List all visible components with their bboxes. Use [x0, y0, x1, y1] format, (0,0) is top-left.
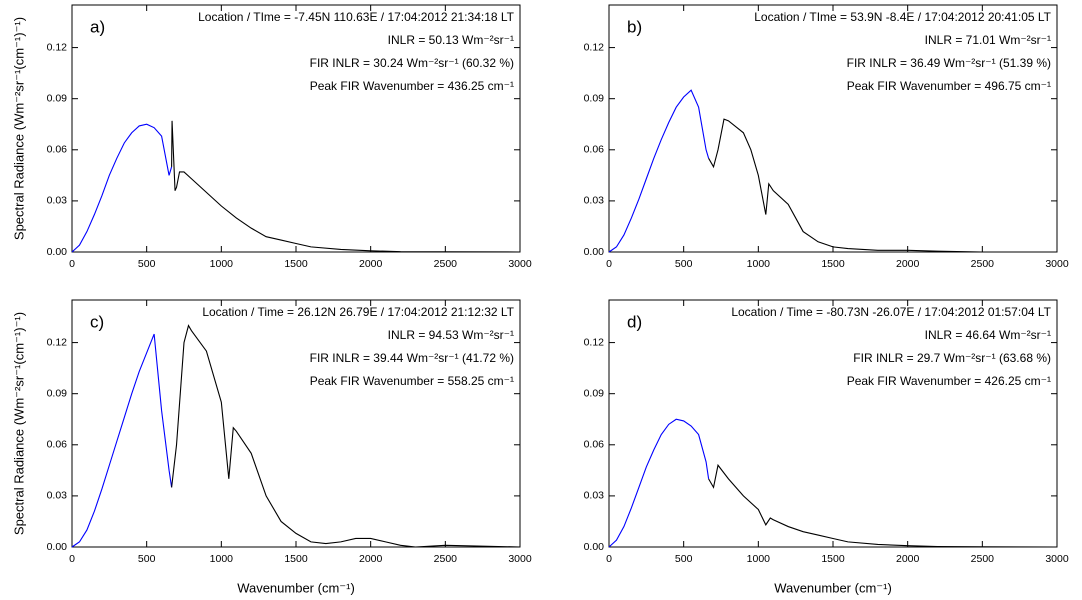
- spectrum-line: [171, 120, 521, 253]
- x-tick-label: 1000: [747, 258, 771, 270]
- y-tick-label: 0.09: [47, 387, 68, 399]
- spectrum-line: [171, 324, 521, 548]
- y-tick-label: 0.03: [47, 195, 68, 207]
- x-tick-label: 1500: [821, 258, 845, 270]
- x-tick-label: 2500: [971, 258, 995, 270]
- annotation: FIR INLR = 29.7 Wm⁻²sr⁻¹ (63.68 %): [853, 351, 1051, 365]
- x-axis-label: Wavenumber (cm⁻¹): [774, 580, 892, 595]
- y-tick-label: 0.06: [584, 144, 605, 156]
- annotation: FIR INLR = 39.44 Wm⁻²sr⁻¹ (41.72 %): [310, 351, 514, 365]
- spectrum-line: [708, 463, 1058, 548]
- x-tick-label: 3000: [508, 258, 532, 270]
- panel: 0 500 1000 1500 2000 2500 3000 0.00 0.03 0.06 0.09…: [11, 299, 532, 595]
- y-tick-label: 0.06: [47, 144, 68, 156]
- annotation: FIR INLR = 30.24 Wm⁻²sr⁻¹ (60.32 %): [310, 56, 514, 70]
- x-tick-label: 0: [69, 553, 75, 565]
- y-tick-label: 0.03: [584, 490, 605, 502]
- spectrum-line: [708, 118, 1057, 253]
- annotation: Peak FIR Wavenumber = 436.25 cm⁻¹: [310, 79, 514, 93]
- x-tick-label: 0: [606, 553, 612, 565]
- panel-label: a): [90, 17, 105, 36]
- spectrum-line: [71, 123, 173, 253]
- x-tick-label: 2500: [971, 553, 995, 565]
- y-axis-label: Spectral Radiance (Wm⁻²sr⁻¹(cm⁻¹)⁻¹): [11, 312, 26, 535]
- annotation: Location / Time = 26.12N 26.79E / 17:04:…: [202, 305, 514, 319]
- x-tick-label: 3000: [1045, 258, 1069, 270]
- y-tick-label: 0.09: [47, 92, 68, 104]
- x-tick-label: 1000: [210, 258, 234, 270]
- x-tick-label: 2000: [359, 553, 383, 565]
- x-tick-label: 2000: [896, 553, 920, 565]
- x-axis-label: Wavenumber (cm⁻¹): [237, 580, 355, 595]
- panel: 0 500 1000 1500 2000 2500 3000 0.00 0.03 0.06 0.09…: [584, 299, 1069, 595]
- x-tick-label: 500: [675, 258, 693, 270]
- y-tick-label: 0.00: [584, 246, 605, 258]
- y-tick-label: 0.00: [47, 541, 68, 553]
- x-tick-label: 2500: [434, 553, 458, 565]
- y-tick-label: 0.12: [47, 41, 68, 53]
- y-tick-label: 0.06: [584, 439, 605, 451]
- x-tick-label: 1500: [821, 553, 845, 565]
- x-tick-label: 1000: [210, 553, 234, 565]
- spectrum-line: [608, 418, 710, 548]
- panel-label: d): [627, 312, 642, 331]
- panel-label: b): [627, 17, 642, 36]
- y-tick-label: 0.03: [584, 195, 605, 207]
- annotation: INLR = 71.01 Wm⁻²sr⁻¹: [925, 33, 1051, 47]
- y-tick-label: 0.00: [584, 541, 605, 553]
- annotation: INLR = 50.13 Wm⁻²sr⁻¹: [388, 33, 514, 47]
- y-tick-label: 0.03: [47, 490, 68, 502]
- spectrum-line: [71, 333, 173, 548]
- x-tick-label: 3000: [508, 553, 532, 565]
- x-tick-label: 2000: [359, 258, 383, 270]
- y-tick-label: 0.12: [47, 336, 68, 348]
- annotation: Location / Time = -80.73N -26.07E / 17:0…: [731, 305, 1051, 319]
- x-tick-label: 2500: [434, 258, 458, 270]
- y-tick-label: 0.09: [584, 92, 605, 104]
- y-tick-label: 0.12: [584, 41, 605, 53]
- panel: 0 500 1000 1500 2000 2500 3000 0.00 0.03 0.06 0.09…: [584, 4, 1069, 270]
- x-tick-label: 500: [138, 258, 156, 270]
- x-tick-label: 500: [675, 553, 693, 565]
- panel: 0 500 1000 1500 2000 2500 3000 0.00 0.03 0.06 0.09…: [11, 4, 532, 270]
- x-tick-label: 1500: [284, 258, 308, 270]
- annotation: Peak FIR Wavenumber = 558.25 cm⁻¹: [310, 374, 514, 388]
- annotation: Location / TIme = -7.45N 110.63E / 17:04…: [198, 10, 515, 24]
- annotation: FIR INLR = 36.49 Wm⁻²sr⁻¹ (51.39 %): [847, 56, 1051, 70]
- spectrum-line: [608, 89, 710, 253]
- x-tick-label: 0: [606, 258, 612, 270]
- y-tick-label: 0.09: [584, 387, 605, 399]
- y-tick-label: 0.06: [47, 439, 68, 451]
- x-tick-label: 3000: [1045, 553, 1069, 565]
- x-tick-label: 2000: [896, 258, 920, 270]
- y-axis-label: Spectral Radiance (Wm⁻²sr⁻¹(cm⁻¹)⁻¹): [11, 17, 26, 240]
- annotation: Peak FIR Wavenumber = 426.25 cm⁻¹: [847, 374, 1051, 388]
- x-tick-label: 0: [69, 258, 75, 270]
- panel-label: c): [90, 312, 104, 331]
- x-tick-label: 1000: [747, 553, 771, 565]
- y-tick-label: 0.00: [47, 246, 68, 258]
- annotation: INLR = 94.53 Wm⁻²sr⁻¹: [388, 328, 514, 342]
- annotation: INLR = 46.64 Wm⁻²sr⁻¹: [925, 328, 1051, 342]
- annotation: Location / TIme = 53.9N -8.4E / 17:04:20…: [754, 10, 1051, 24]
- annotation: Peak FIR Wavenumber = 496.75 cm⁻¹: [847, 79, 1051, 93]
- x-tick-label: 1500: [284, 553, 308, 565]
- x-tick-label: 500: [138, 553, 156, 565]
- y-tick-label: 0.12: [584, 336, 605, 348]
